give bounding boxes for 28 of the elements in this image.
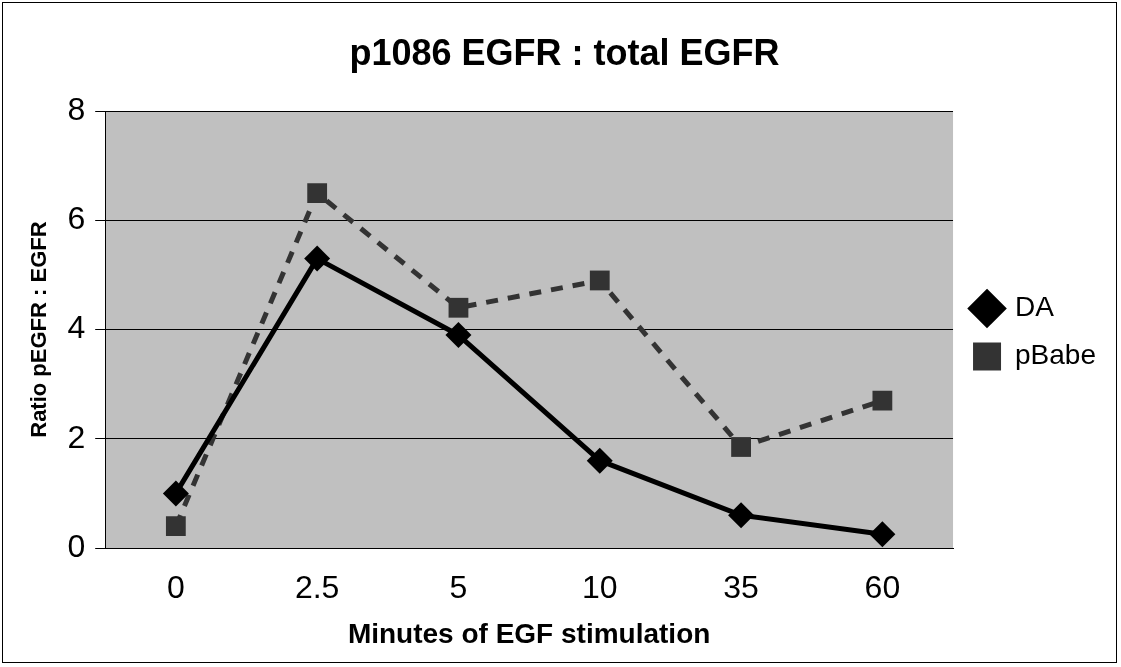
point	[307, 183, 328, 203]
y-tick-label: 6	[67, 200, 86, 237]
x-tick-label: 0	[166, 569, 185, 606]
x-axis-title: Minutes of EGF stimulation	[347, 617, 711, 649]
point	[731, 437, 751, 457]
y-tick-label: 8	[67, 91, 86, 128]
chart-title: p1086 EGFR : total EGFR	[349, 31, 780, 73]
legend-label: DA	[1015, 291, 1055, 323]
y-tick-label: 2	[67, 418, 86, 455]
x-tick-label: 2.5	[294, 569, 340, 606]
point	[872, 390, 893, 411]
point	[304, 245, 331, 272]
point	[162, 480, 189, 507]
point	[445, 322, 472, 349]
point	[869, 521, 896, 548]
y-tick-label: 4	[67, 309, 86, 346]
y-axis-title: Ratio pEGFR : EGFR	[26, 221, 52, 438]
point	[165, 516, 186, 537]
y-tick-label: 0	[67, 527, 86, 564]
point	[448, 297, 469, 318]
legend-label: pBabe	[1015, 339, 1096, 371]
point	[728, 502, 755, 529]
x-tick-label: 5	[449, 569, 468, 606]
x-tick-label: 35	[723, 569, 759, 606]
x-tick-label: 10	[581, 569, 618, 606]
point	[586, 447, 613, 474]
x-tick-label: 60	[864, 569, 901, 606]
point	[589, 270, 610, 291]
